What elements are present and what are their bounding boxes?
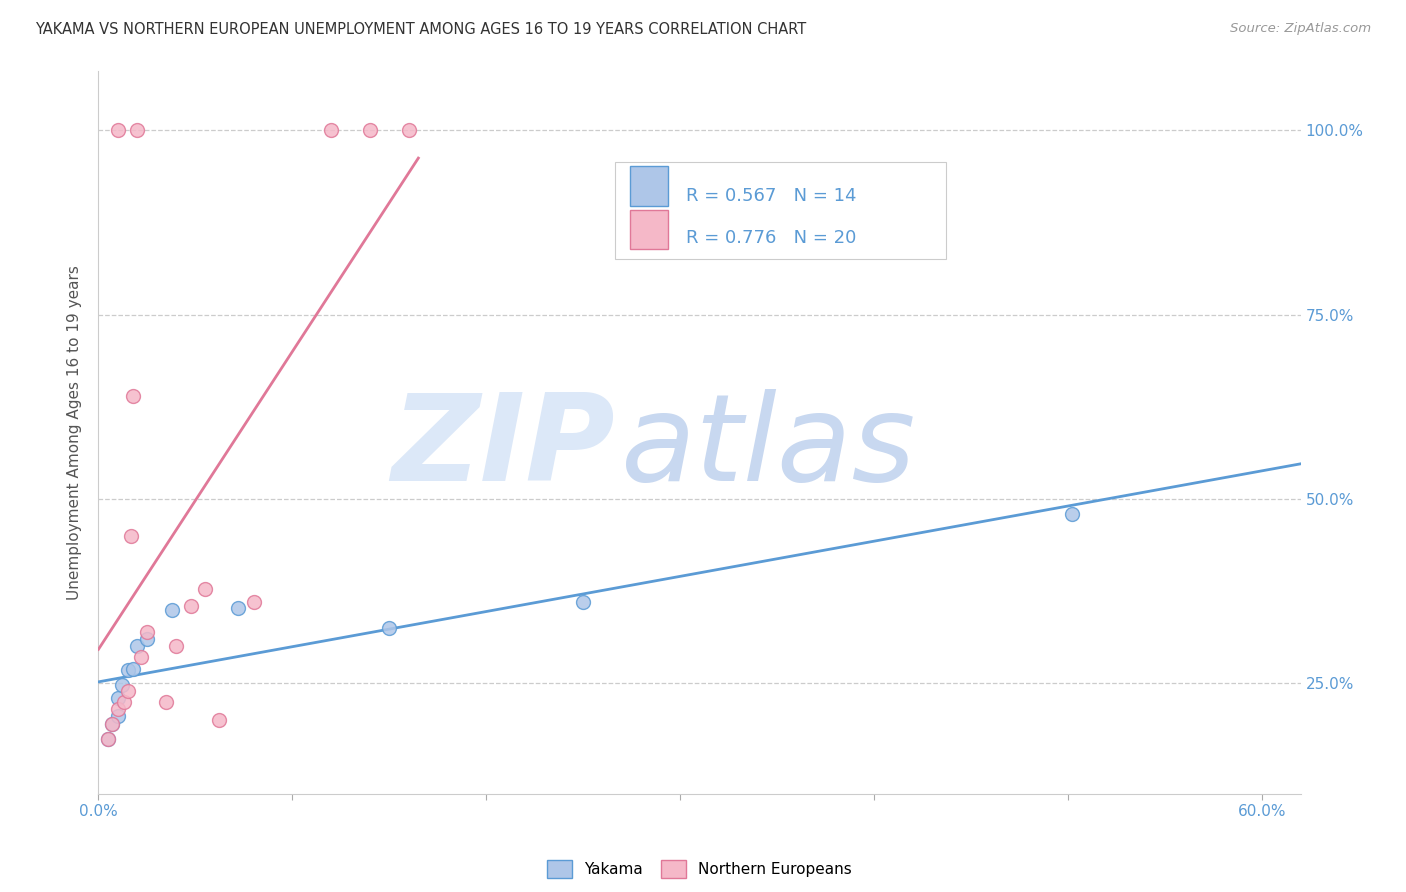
Point — [378, 621, 401, 635]
Text: ZIP: ZIP — [392, 389, 616, 506]
Point — [107, 691, 129, 706]
Point — [107, 702, 129, 716]
Point — [117, 683, 139, 698]
Point — [359, 123, 381, 137]
Point — [101, 716, 124, 731]
Bar — [630, 210, 668, 250]
Point — [319, 123, 342, 137]
Point — [127, 123, 149, 137]
Point — [97, 731, 120, 746]
Point — [572, 595, 595, 609]
Text: Source: ZipAtlas.com: Source: ZipAtlas.com — [1230, 22, 1371, 36]
Point — [398, 123, 420, 137]
Text: YAKAMA VS NORTHERN EUROPEAN UNEMPLOYMENT AMONG AGES 16 TO 19 YEARS CORRELATION C: YAKAMA VS NORTHERN EUROPEAN UNEMPLOYMENT… — [35, 22, 807, 37]
Point — [127, 640, 149, 654]
Point — [129, 650, 152, 665]
Point — [194, 582, 217, 596]
Point — [117, 663, 139, 677]
Point — [165, 640, 187, 654]
Point — [107, 123, 129, 137]
Point — [160, 602, 183, 616]
Point — [135, 624, 157, 639]
Point — [107, 709, 129, 723]
FancyBboxPatch shape — [616, 161, 946, 260]
Point — [1060, 507, 1083, 521]
Point — [101, 716, 124, 731]
Point — [155, 695, 177, 709]
Text: atlas: atlas — [621, 389, 917, 506]
Y-axis label: Unemployment Among Ages 16 to 19 years: Unemployment Among Ages 16 to 19 years — [67, 265, 83, 600]
Point — [120, 529, 142, 543]
Point — [180, 599, 202, 613]
Legend: Yakama, Northern Europeans: Yakama, Northern Europeans — [541, 854, 858, 884]
Point — [122, 661, 145, 675]
Bar — [630, 166, 668, 205]
Point — [122, 389, 145, 403]
Point — [111, 678, 134, 692]
Text: R = 0.567   N = 14: R = 0.567 N = 14 — [686, 186, 856, 205]
Point — [226, 601, 249, 615]
Text: R = 0.776   N = 20: R = 0.776 N = 20 — [686, 228, 856, 247]
Point — [112, 695, 135, 709]
Point — [135, 632, 157, 646]
Point — [208, 713, 231, 727]
Point — [242, 595, 264, 609]
Point — [97, 731, 120, 746]
